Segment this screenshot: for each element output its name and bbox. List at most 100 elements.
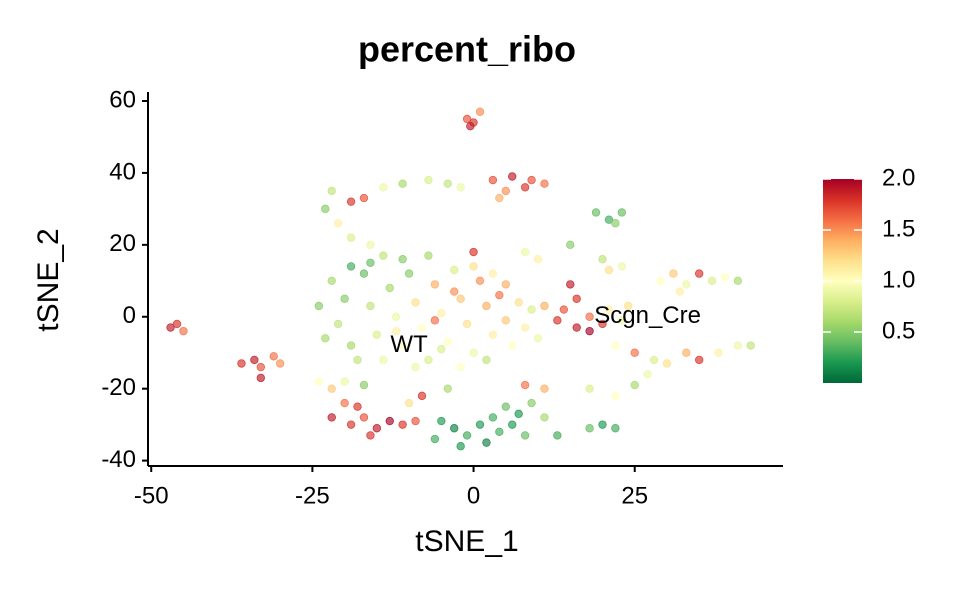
y-tick-label: -40 xyxy=(101,446,136,473)
y-axis-title: tSNE_2 xyxy=(32,228,65,331)
point xyxy=(385,416,394,426)
y-tick-label: 40 xyxy=(109,158,136,185)
point xyxy=(707,276,717,285)
point xyxy=(385,283,394,293)
point xyxy=(527,175,536,185)
point xyxy=(450,424,459,433)
point xyxy=(520,247,530,257)
point xyxy=(553,431,562,440)
point xyxy=(321,334,330,343)
point xyxy=(398,255,407,264)
point xyxy=(346,262,356,271)
point xyxy=(495,290,504,300)
point xyxy=(443,337,452,347)
point xyxy=(514,298,523,307)
point xyxy=(462,319,472,329)
point xyxy=(643,370,652,379)
point xyxy=(572,294,581,303)
point xyxy=(475,420,485,429)
point xyxy=(366,301,375,311)
point xyxy=(598,319,607,329)
point xyxy=(520,183,530,192)
colorbar-tick-label: 1.0 xyxy=(882,266,915,293)
point xyxy=(475,107,485,116)
point xyxy=(372,424,382,433)
point xyxy=(430,434,440,444)
point xyxy=(488,269,498,278)
point xyxy=(256,362,266,372)
point xyxy=(533,334,543,343)
point xyxy=(611,424,620,433)
point xyxy=(540,384,549,393)
point xyxy=(508,172,517,181)
point xyxy=(366,431,375,440)
point xyxy=(669,269,678,278)
point xyxy=(346,420,356,429)
point xyxy=(437,344,446,354)
point xyxy=(714,348,723,357)
point xyxy=(482,355,491,365)
point xyxy=(179,326,188,336)
point xyxy=(366,258,375,268)
point xyxy=(443,179,452,188)
point xyxy=(340,398,349,408)
point xyxy=(469,247,478,257)
point xyxy=(340,377,349,386)
point xyxy=(501,402,510,411)
point xyxy=(398,341,407,350)
point xyxy=(424,175,433,185)
point xyxy=(694,355,704,365)
point xyxy=(237,359,246,368)
point xyxy=(527,398,536,408)
point xyxy=(172,319,182,329)
colorbar-tick-label: 1.5 xyxy=(882,215,915,242)
point xyxy=(314,377,324,386)
point xyxy=(630,348,639,357)
point xyxy=(617,316,627,325)
point xyxy=(353,402,362,411)
point xyxy=(346,197,356,206)
point xyxy=(495,193,504,203)
point xyxy=(520,431,530,440)
point xyxy=(456,362,465,372)
point xyxy=(604,215,614,224)
point xyxy=(501,186,510,196)
point xyxy=(488,330,498,339)
point xyxy=(269,352,278,361)
point xyxy=(675,287,685,296)
point xyxy=(527,305,536,314)
point xyxy=(411,298,420,307)
point xyxy=(353,355,362,365)
point xyxy=(598,420,607,429)
point xyxy=(398,179,407,188)
point xyxy=(733,276,743,285)
point xyxy=(437,308,446,318)
point xyxy=(450,265,459,275)
point xyxy=(327,384,336,393)
point xyxy=(694,269,704,278)
point xyxy=(327,413,336,422)
point xyxy=(746,341,755,350)
point xyxy=(456,294,465,303)
colorbar-tick-label: 0.5 xyxy=(882,317,915,344)
point xyxy=(469,348,478,357)
point xyxy=(604,305,614,314)
point xyxy=(359,193,369,203)
point xyxy=(508,420,517,429)
point xyxy=(656,276,665,285)
chart-title: percent_ribo xyxy=(358,29,576,70)
point xyxy=(346,233,356,242)
point xyxy=(488,413,498,422)
y-tick-label: 0 xyxy=(123,302,136,329)
point xyxy=(611,391,620,401)
point xyxy=(314,301,324,311)
point xyxy=(466,121,475,131)
point xyxy=(275,359,285,368)
point xyxy=(456,442,465,451)
point xyxy=(566,240,575,250)
point xyxy=(617,208,627,217)
point xyxy=(624,301,633,311)
point xyxy=(720,273,730,282)
point xyxy=(430,316,440,325)
